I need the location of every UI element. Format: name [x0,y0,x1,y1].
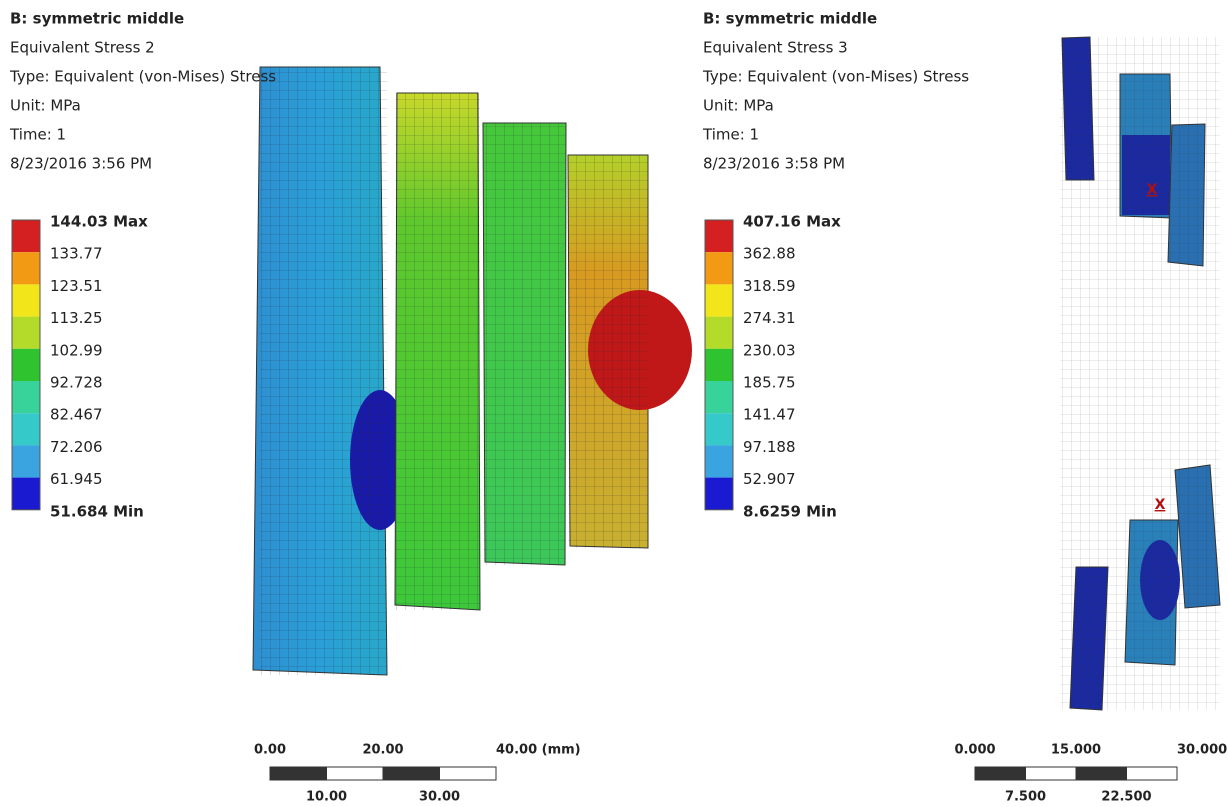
legend-band [12,445,40,477]
scale-label: 10.00 [306,790,347,805]
legend-label: 51.684 Min [50,502,144,520]
legend-label: 274.31 [743,309,796,327]
legend-label: 362.88 [743,245,796,263]
scale-segment [1076,767,1127,780]
scale-segment [1127,767,1178,780]
legend-label: 185.75 [743,374,796,392]
scale-segment [270,767,327,780]
scale-label: 40.00 (mm) [496,743,581,758]
panel-2-model [1060,37,1220,710]
legend-label: 230.03 [743,341,796,359]
legend-label: 407.16 Max [743,213,841,231]
scale-segment [440,767,497,780]
legend-band [705,317,733,349]
scale-label: 30.000 (r [1177,743,1228,758]
legend-label: 8.6259 Min [743,502,837,520]
body: B: symmetric middle Equivalent Stress 2 Ty… [0,0,1228,807]
header-result: Equivalent Stress 3 [703,39,848,57]
legend-band [12,317,40,349]
legend-band [12,413,40,445]
page: {"panels": [ {"model": "B: symmetric mid… [0,0,1228,807]
legend-band [705,413,733,445]
probe-marker: X [1147,182,1158,198]
legend-band [705,252,733,284]
header-type: Type: Equivalent (von-Mises) Stress [702,68,969,86]
header-result: Equivalent Stress 2 [10,39,155,57]
legend-label: 123.51 [50,277,103,295]
legend-label: 72.206 [50,438,103,456]
legend-band [12,252,40,284]
legend-band [705,381,733,413]
probe-marker: X [1155,497,1166,513]
scale-label: 15.000 [1051,743,1101,758]
legend-label: 61.945 [50,470,103,488]
legend-label: 102.99 [50,341,103,359]
header-unit: Unit: MPa [703,97,774,115]
legend-label: 82.467 [50,406,103,424]
legend-label: 92.728 [50,374,103,392]
legend-label: 318.59 [743,277,796,295]
legend-band [12,349,40,381]
legend-band [705,284,733,316]
scale-label: 0.000 [954,743,995,758]
legend-band [12,381,40,413]
scale-segment [327,767,384,780]
panel-1-model [253,67,692,675]
legend-label: 141.47 [743,406,796,424]
scale-label: 30.00 [419,790,460,805]
legend-band [12,478,40,510]
header-date: 8/23/2016 3:58 PM [703,155,845,173]
scale-label: 0.00 [254,743,286,758]
legend-label: 133.77 [50,245,103,263]
screenshot: B: symmetric middle Equivalent Stress 2 Ty… [0,0,1228,807]
legend-band [12,220,40,252]
legend-band [705,220,733,252]
legend-band [705,349,733,381]
header-time: Time: 1 [9,126,66,144]
legend-label: 113.25 [50,309,103,327]
header-model: B: symmetric middle [10,10,184,28]
header-time: Time: 1 [702,126,759,144]
scale-segment [1026,767,1077,780]
legend-label: 52.907 [743,470,796,488]
scale-label: 20.00 [362,743,403,758]
legend-band [12,284,40,316]
scale-segment [975,767,1026,780]
header-model: B: symmetric middle [703,10,877,28]
header-date: 8/23/2016 3:56 PM [10,155,152,173]
scale-label: 22.500 [1101,790,1151,805]
scale-segment [383,767,440,780]
scale-label: 7.500 [1005,790,1046,805]
legend-band [705,478,733,510]
legend-label: 97.188 [743,438,796,456]
header-unit: Unit: MPa [10,97,81,115]
header-type: Type: Equivalent (von-Mises) Stress [9,68,276,86]
legend-label: 144.03 Max [50,213,148,231]
legend-band [705,445,733,477]
